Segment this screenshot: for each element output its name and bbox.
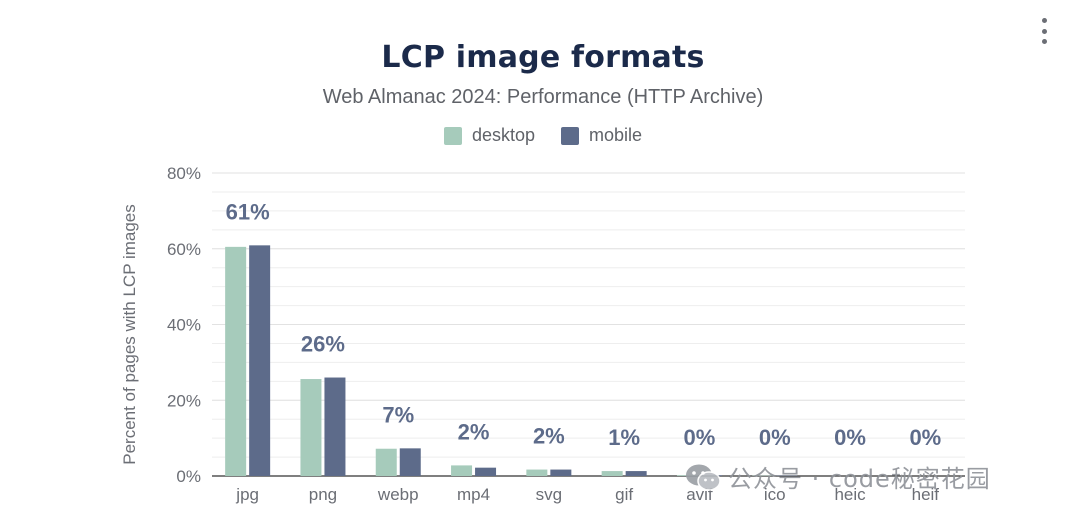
watermark-text: 公众号 · code秘密花园 <box>728 465 991 493</box>
bar-mobile-gif <box>625 471 647 476</box>
data-label: 2% <box>533 424 565 449</box>
data-label: 0% <box>684 425 716 450</box>
legend-label-desktop: desktop <box>471 125 535 145</box>
bar-desktop-png <box>300 379 322 476</box>
menu-dot <box>1041 18 1047 23</box>
y-tick-label: 80% <box>167 164 201 183</box>
data-label: 2% <box>458 419 490 444</box>
bar-mobile-webp <box>399 448 421 476</box>
y-axis-title: Percent of pages with LCP images <box>120 204 139 465</box>
y-tick-label: 60% <box>167 240 201 259</box>
bar-desktop-mp4 <box>451 465 473 476</box>
watermark: 公众号 · code秘密花园 <box>684 459 991 494</box>
chart-legend: desktop mobile <box>0 125 1080 146</box>
x-tick-label: svg <box>536 485 562 504</box>
x-tick-label: mp4 <box>457 485 490 504</box>
menu-dot <box>1041 28 1047 34</box>
data-label: 0% <box>834 425 866 450</box>
legend-item-mobile[interactable]: mobile <box>561 125 642 146</box>
more-vertical-icon[interactable] <box>1038 18 1050 44</box>
data-label: 7% <box>382 402 414 427</box>
chart-title: LCP image formats <box>381 40 705 75</box>
bar-mobile-svg <box>550 469 572 476</box>
y-tick-label: 40% <box>167 316 201 335</box>
bar-mobile-png <box>324 377 346 476</box>
bar-desktop-gif <box>601 471 623 476</box>
legend-label-mobile: mobile <box>589 125 643 145</box>
x-tick-label: webp <box>377 485 419 504</box>
legend-swatch-desktop <box>443 126 462 145</box>
x-tick-label: heif <box>912 485 940 504</box>
y-tick-label: 0% <box>176 467 201 486</box>
x-tick-label: ico <box>764 485 786 504</box>
chart-subtitle: Web Almanac 2024: Performance (HTTP Arch… <box>322 86 764 108</box>
x-tick-label: png <box>309 485 337 504</box>
legend-swatch-mobile <box>561 126 579 145</box>
data-label: 61% <box>226 199 270 224</box>
menu-dot <box>1041 39 1047 44</box>
data-label: 0% <box>909 425 941 450</box>
x-tick-label: gif <box>615 485 633 504</box>
wechat-icon <box>686 464 721 491</box>
data-label: 26% <box>301 332 345 357</box>
data-label: 0% <box>759 425 791 450</box>
bar-desktop-svg <box>526 469 548 476</box>
bar-mobile-jpg <box>249 245 271 476</box>
bar-desktop-jpg <box>225 246 247 476</box>
bar-mobile-mp4 <box>475 467 497 476</box>
legend-item-desktop[interactable]: desktop <box>443 125 535 146</box>
x-tick-label: jpg <box>235 485 259 504</box>
data-label: 1% <box>608 425 640 450</box>
bar-desktop-webp <box>375 448 397 476</box>
x-tick-label: heic <box>834 485 866 504</box>
y-tick-label: 20% <box>167 391 201 410</box>
